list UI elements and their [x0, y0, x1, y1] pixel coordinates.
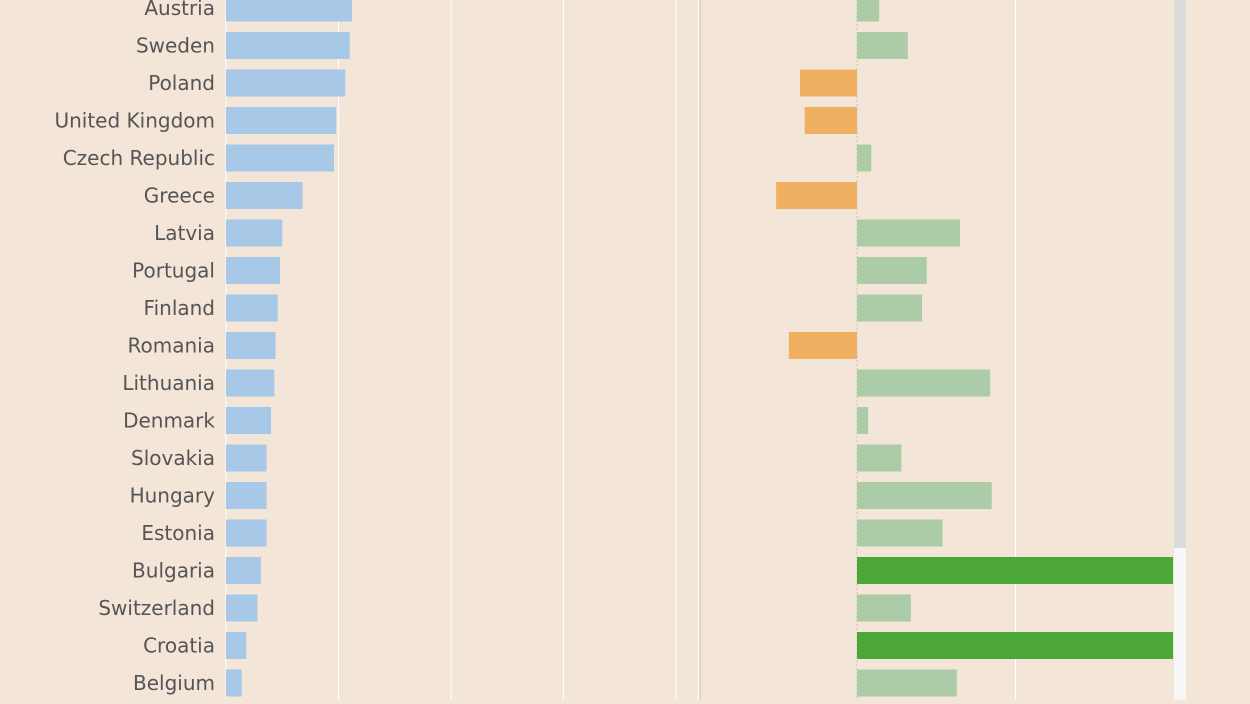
left-bar[interactable] — [226, 369, 275, 397]
country-label: Estonia — [141, 521, 215, 545]
right-bar-positive[interactable] — [857, 482, 992, 509]
country-label: Denmark — [123, 409, 215, 433]
left-bar[interactable] — [226, 557, 261, 584]
left-bar[interactable] — [226, 107, 337, 134]
right-bar-positive[interactable] — [857, 294, 922, 322]
left-bar[interactable] — [226, 32, 350, 59]
country-label: United Kingdom — [54, 109, 215, 133]
country-label: Poland — [148, 71, 215, 95]
left-bar[interactable] — [226, 219, 283, 247]
right-bar-positive[interactable] — [857, 369, 991, 397]
left-bar[interactable] — [226, 257, 280, 284]
right-bar-negative[interactable] — [804, 107, 857, 134]
country-label: Greece — [144, 184, 215, 208]
right-bar-positive[interactable] — [857, 407, 869, 434]
country-labels: Austria Sweden Poland United Kingdom Czech R… — [54, 0, 215, 695]
left-bar[interactable] — [226, 0, 352, 22]
country-label: Belgium — [133, 671, 215, 695]
country-label: Portugal — [132, 259, 215, 283]
left-bar[interactable] — [226, 294, 278, 322]
left-bar[interactable] — [226, 519, 267, 547]
left-bar[interactable] — [226, 182, 303, 209]
country-label: Lithuania — [122, 371, 215, 395]
left-bar[interactable] — [226, 632, 247, 659]
country-label: Romania — [128, 334, 215, 358]
left-bar[interactable] — [226, 482, 267, 509]
country-label: Croatia — [143, 634, 215, 658]
left-bar[interactable] — [226, 144, 334, 172]
right-bar-positive[interactable] — [857, 257, 927, 284]
right-bar-positive[interactable] — [857, 32, 908, 59]
country-label: Finland — [144, 296, 215, 320]
left-bar[interactable] — [226, 669, 242, 697]
right-bar-positive[interactable] — [857, 144, 872, 172]
right-bar-positive[interactable] — [857, 519, 943, 547]
left-bar-panel — [226, 0, 352, 697]
right-bar-positive[interactable] — [857, 0, 880, 22]
right-bar-negative[interactable] — [788, 332, 857, 359]
right-bar-positive[interactable] — [857, 444, 902, 472]
right-bar-positive[interactable] — [857, 219, 961, 247]
left-bar[interactable] — [226, 332, 276, 359]
left-bar[interactable] — [226, 594, 258, 622]
country-label: Bulgaria — [132, 559, 215, 583]
right-bar-negative[interactable] — [776, 182, 857, 209]
left-bar[interactable] — [226, 407, 271, 434]
country-label: Sweden — [136, 34, 215, 58]
right-bar-panel — [776, 0, 1173, 697]
right-bar-positive[interactable] — [857, 594, 911, 622]
country-label: Switzerland — [98, 596, 215, 620]
left-bar[interactable] — [226, 69, 346, 97]
right-bar-positive[interactable] — [857, 557, 1173, 584]
country-label: Czech Republic — [63, 146, 215, 170]
right-bar-positive[interactable] — [857, 632, 1173, 659]
country-label: Slovakia — [131, 446, 215, 470]
country-label: Latvia — [154, 221, 215, 245]
country-label: Hungary — [130, 484, 216, 508]
left-bar[interactable] — [226, 444, 267, 472]
scrollbar[interactable] — [1174, 0, 1186, 700]
right-bar-negative[interactable] — [799, 69, 857, 97]
right-bar-positive[interactable] — [857, 669, 957, 697]
scrollbar-thumb[interactable] — [1174, 0, 1186, 548]
country-label: Austria — [144, 0, 215, 20]
